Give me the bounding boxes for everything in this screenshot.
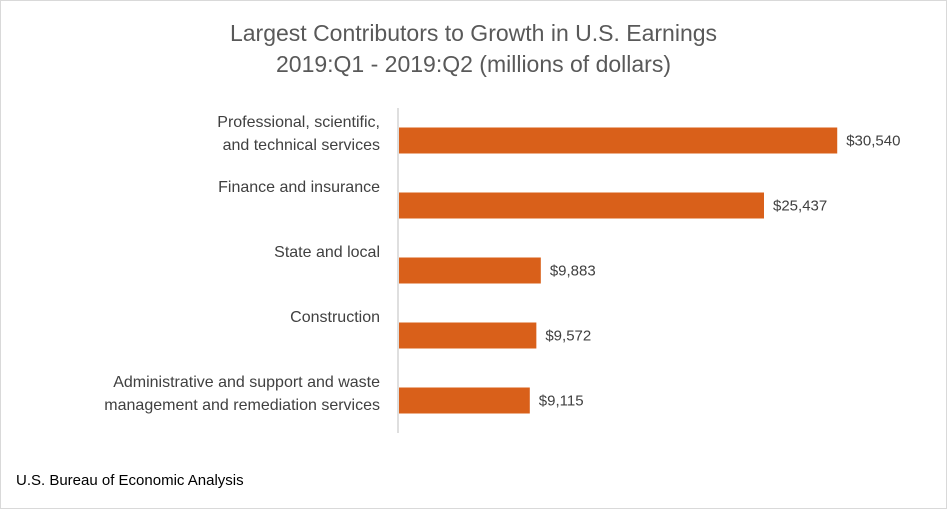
bar (399, 257, 541, 284)
bar (399, 127, 838, 154)
chart-title: Largest Contributors to Growth in U.S. E… (0, 18, 947, 80)
category-label: Construction (290, 309, 380, 326)
category-label: State and local (274, 244, 380, 261)
category-label: management and remediation services (104, 397, 380, 414)
category-label: Finance and insurance (218, 179, 380, 196)
data-label: $30,540 (846, 133, 900, 150)
data-label: $9,115 (539, 393, 584, 410)
data-label: $9,883 (550, 263, 596, 280)
category-label: Administrative and support and waste (113, 374, 380, 391)
category-label: and technical services (223, 137, 380, 154)
bar (399, 322, 537, 349)
bar (399, 387, 530, 414)
source-note: U.S. Bureau of Economic Analysis (16, 472, 244, 489)
data-label: $25,437 (773, 198, 827, 215)
chart-title-line-2: 2019:Q1 - 2019:Q2 (millions of dollars) (275, 51, 672, 77)
chart-title-line-1: Largest Contributors to Growth in U.S. E… (229, 20, 718, 46)
bar (399, 192, 765, 219)
category-label: Professional, scientific, (217, 114, 380, 131)
data-label: $9,572 (545, 328, 591, 345)
